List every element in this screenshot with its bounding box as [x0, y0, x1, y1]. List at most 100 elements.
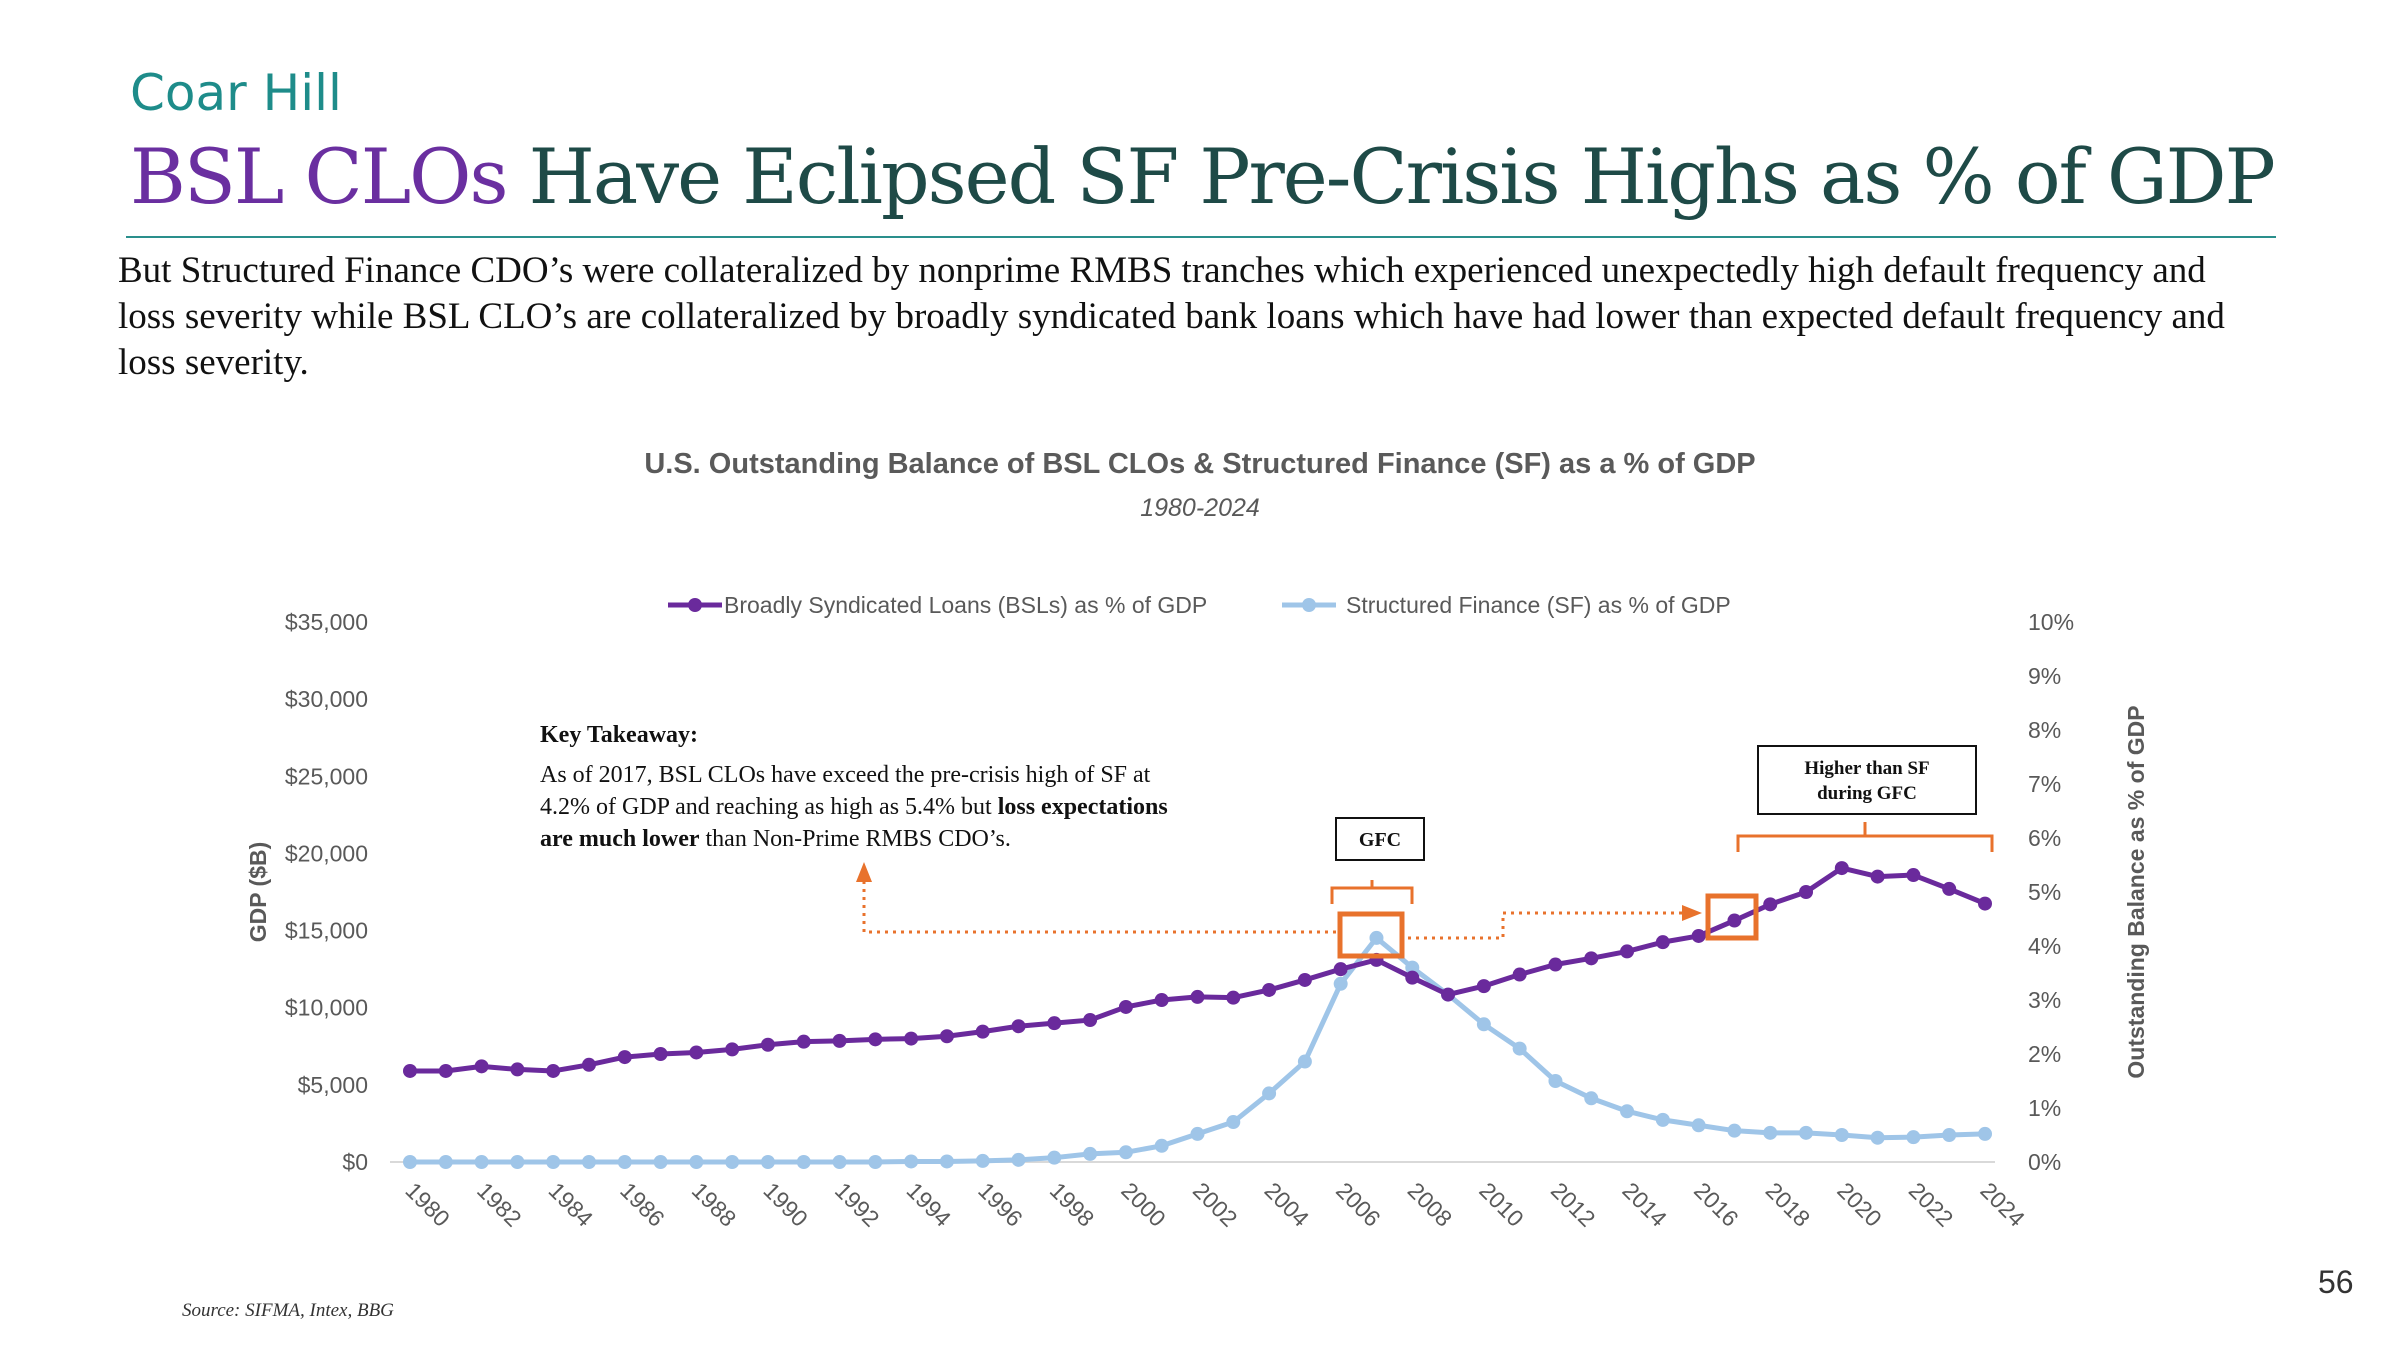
data-point-sf	[1405, 960, 1420, 975]
legend-label-sf: Structured Finance (SF) as % of GDP	[1346, 592, 1731, 618]
data-point-sf	[1154, 1138, 1169, 1153]
data-point-sf	[1727, 1123, 1742, 1138]
left-tick-label: $0	[342, 1149, 368, 1175]
data-point-bsl	[1441, 987, 1456, 1002]
data-point-sf	[1047, 1150, 1062, 1165]
brand-name: Coar Hill	[130, 64, 342, 122]
right-tick-label: 9%	[2028, 663, 2061, 689]
data-point-sf	[832, 1155, 847, 1169]
left-tick-label: $20,000	[285, 840, 368, 866]
data-point-sf	[904, 1154, 919, 1169]
data-point-sf	[1333, 976, 1348, 991]
data-point-bsl	[975, 1024, 990, 1039]
x-tick-label: 2002	[1188, 1177, 1243, 1232]
data-point-bsl	[1333, 962, 1348, 977]
gfc-label: GFC	[1359, 829, 1401, 851]
data-point-bsl	[617, 1050, 632, 1065]
left-tick-label: $30,000	[285, 686, 368, 712]
data-point-bsl	[510, 1062, 525, 1077]
arrowhead-right	[1682, 905, 1702, 921]
data-point-sf	[1799, 1125, 1814, 1140]
data-point-bsl	[474, 1059, 489, 1074]
left-tick-label: $10,000	[285, 995, 368, 1021]
x-tick-label: 1982	[472, 1177, 527, 1232]
left-tick-label: $5,000	[298, 1072, 368, 1098]
key-takeaway-line: As of 2017, BSL CLOs have exceed the pre…	[540, 762, 1151, 788]
higher-label-box	[1757, 745, 1977, 815]
data-point-sf	[1190, 1126, 1205, 1141]
page-subtitle: But Structured Finance CDO’s were collat…	[118, 250, 2225, 383]
x-tick-label: 2016	[1689, 1177, 1744, 1232]
data-point-sf	[1548, 1074, 1563, 1088]
data-point-bsl	[939, 1029, 954, 1044]
legend-label-bsl: Broadly Syndicated Loans (BSLs) as % of …	[724, 592, 1207, 618]
title-accent: BSL CLOs	[130, 132, 508, 221]
data-point-bsl	[1154, 993, 1169, 1007]
data-point-sf	[1584, 1091, 1599, 1106]
data-point-bsl	[438, 1063, 453, 1078]
data-point-bsl	[1620, 944, 1635, 959]
x-tick-label: 2006	[1331, 1177, 1386, 1232]
key-takeaway-line: are much lower than Non-Prime RMBS CDO’s…	[540, 826, 1011, 852]
x-tick-label: 1980	[400, 1177, 455, 1232]
x-tick-label: 2022	[1904, 1177, 1959, 1232]
legend-marker-bsl	[688, 598, 702, 612]
right-tick-label: 2%	[2028, 1041, 2061, 1067]
x-tick-label: 1992	[830, 1177, 885, 1232]
chart-annotations: Key Takeaway: As of 2017, BSL CLOs have e…	[540, 722, 1994, 959]
higher-label-line: Higher than SF	[1804, 758, 1929, 779]
x-tick-label: 2018	[1761, 1177, 1816, 1232]
data-point-sf	[1083, 1146, 1098, 1161]
right-tick-label: 4%	[2028, 933, 2061, 959]
data-point-sf	[760, 1155, 775, 1169]
title-divider	[126, 236, 2276, 238]
data-point-sf	[1369, 930, 1384, 945]
data-point-bsl	[1799, 885, 1814, 899]
x-tick-label: 1984	[544, 1177, 599, 1232]
arrowhead-up	[856, 862, 872, 882]
data-point-sf	[725, 1155, 740, 1169]
data-point-bsl	[1763, 897, 1778, 912]
data-point-sf	[939, 1154, 954, 1169]
right-tick-label: 7%	[2028, 771, 2061, 797]
x-tick-label: 1996	[973, 1177, 1028, 1232]
data-point-sf	[510, 1155, 525, 1169]
legend-marker-sf	[1302, 598, 1316, 612]
data-point-bsl	[1512, 967, 1527, 982]
key-takeaway-tail: than Non-Prime RMBS CDO’s.	[700, 826, 1011, 852]
x-tick-label: 1990	[758, 1177, 813, 1232]
data-point-bsl	[1476, 979, 1491, 994]
x-tick-label: 2000	[1116, 1177, 1171, 1232]
data-point-bsl	[1906, 868, 1921, 883]
data-point-sf	[617, 1155, 632, 1169]
data-point-sf	[1476, 1017, 1491, 1032]
x-tick-label: 2024	[1975, 1177, 2030, 1232]
x-tick-label: 1988	[687, 1177, 742, 1232]
x-tick-label: 2010	[1474, 1177, 1529, 1232]
right-tick-label: 10%	[2028, 609, 2074, 635]
data-point-bsl	[832, 1033, 847, 1048]
left-tick-label: $25,000	[285, 763, 368, 789]
data-point-bsl	[1190, 989, 1205, 1004]
data-point-bsl	[1548, 957, 1563, 972]
data-point-bsl	[1083, 1013, 1098, 1028]
higher-label-line: during GFC	[1817, 783, 1917, 804]
data-point-bsl	[1011, 1019, 1026, 1034]
connector-to-takeaway	[862, 876, 1336, 934]
data-point-sf	[581, 1155, 596, 1169]
right-tick-label: 6%	[2028, 825, 2061, 851]
left-tick-label: $35,000	[285, 609, 368, 635]
page-number: 56	[2318, 1264, 2354, 1300]
data-point-sf	[1978, 1126, 1992, 1141]
page-title: BSL CLOs Have Eclipsed SF Pre-Crisis Hig…	[130, 132, 2276, 221]
higher-bracket	[1736, 822, 1994, 852]
data-point-bsl	[796, 1034, 811, 1049]
data-point-sf	[1011, 1152, 1026, 1167]
data-point-bsl	[581, 1057, 596, 1072]
gfc-bracket	[1330, 880, 1414, 904]
data-point-bsl	[1655, 935, 1670, 950]
title-rest: Have Eclipsed SF Pre-Crisis Highs as % o…	[506, 132, 2276, 221]
data-point-bsl	[725, 1042, 740, 1057]
right-tick-label: 0%	[2028, 1149, 2061, 1175]
